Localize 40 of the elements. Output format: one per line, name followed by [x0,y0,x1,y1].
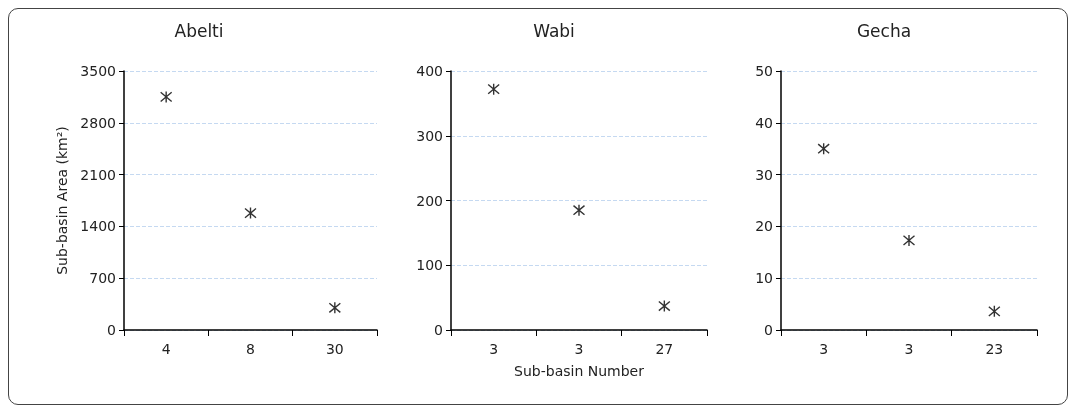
point [487,82,500,96]
y-tick-label: 200 [416,192,443,209]
x-tick-label: 8 [246,341,255,357]
point [902,234,916,247]
point [817,142,830,155]
y-tick-label: 0 [434,322,443,338]
y-tick-label: 400 [416,63,443,79]
y-tick-label: 30 [755,166,773,183]
y-tick-label: 2100 [80,166,116,183]
y-tick-label: 1400 [80,218,116,235]
x-axis-title: Sub-basin Number [514,363,645,379]
y-tick-label: 50 [755,63,773,79]
chart-title: Gecha [856,20,912,41]
y-tick-label: 3500 [80,63,116,79]
y-tick-label: 2800 [80,114,116,131]
x-tick-label: 3 [574,341,584,357]
y-tick-label: 0 [764,322,773,338]
x-tick-label: 3 [904,341,914,357]
y-tick-label: 20 [755,218,773,235]
y-tick-label: 100 [416,257,443,274]
y-tick-label: 40 [755,114,773,131]
x-tick-label: 30 [325,341,344,357]
y-tick-label: 0 [107,322,116,338]
point [159,90,173,104]
x-tick-label: 3 [489,341,499,357]
x-tick-label: 27 [655,341,674,357]
y-axis-title: Sub-basin Area (km²) [54,126,70,275]
y-tick-label: 300 [416,127,443,144]
y-tick-label: 700 [89,270,116,287]
chart-title: Abelti [174,20,224,41]
point [328,301,342,314]
point [658,299,671,313]
y-tick-label: 10 [755,270,773,287]
chart-title: Wabi [533,20,575,41]
point [244,206,257,220]
point [988,305,1001,318]
x-tick-label: 3 [819,341,829,357]
point [572,204,586,217]
x-tick-label: 4 [161,341,171,357]
x-tick-label: 23 [985,341,1004,357]
